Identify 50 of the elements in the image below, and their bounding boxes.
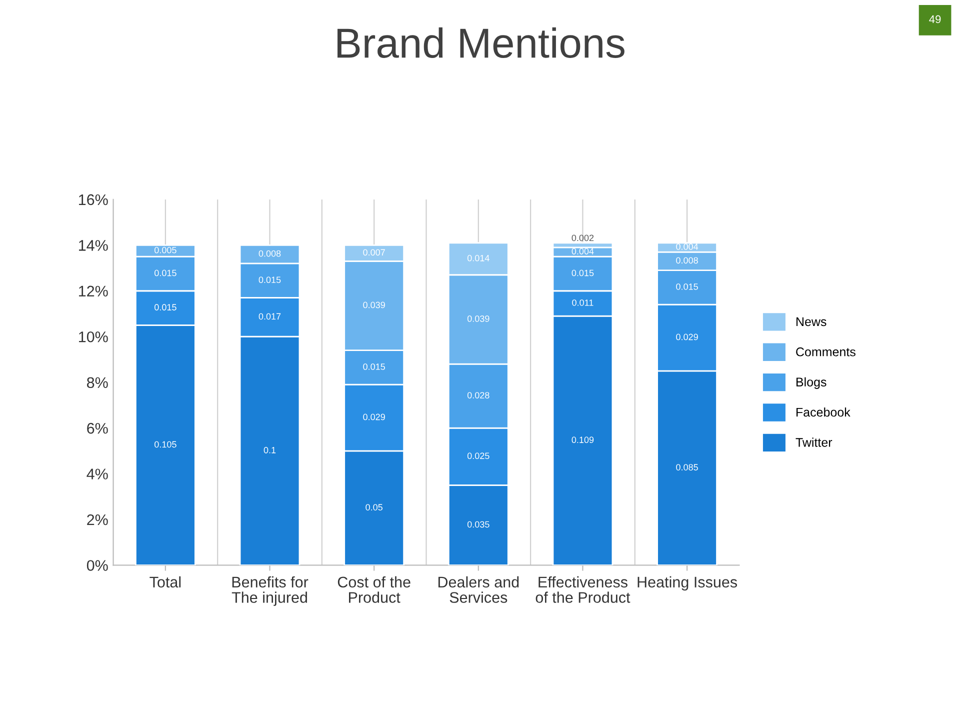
chart-title: Brand Mentions	[338, 27, 624, 58]
legend-label: Twitter	[796, 438, 832, 447]
data-label: 0.109	[572, 436, 594, 444]
data-label: 0.029	[363, 414, 385, 420]
text: 49	[929, 15, 941, 24]
y-tick-label: 2%	[87, 514, 108, 526]
data-label: 0.004	[572, 248, 594, 254]
y-tick-label: 12%	[79, 286, 108, 297]
data-label: 0.1	[264, 446, 276, 454]
data-label: 0.015	[154, 270, 176, 276]
data-label: 0.025	[467, 452, 490, 460]
y-tick-label: 8%	[87, 377, 108, 388]
data-label: 0.015	[572, 270, 594, 276]
data-label: 0.008	[258, 250, 281, 257]
data-label: 0.029	[676, 334, 698, 340]
data-label: 0.015	[154, 304, 176, 310]
data-label: 0.105	[154, 441, 176, 448]
legend-label: Blogs	[796, 377, 826, 389]
data-label: 0.007	[363, 249, 385, 256]
data-label: 0.015	[258, 276, 281, 284]
legend-label: News	[796, 317, 826, 326]
x-tick-label: Dealers and Services	[438, 576, 519, 603]
data-label: 0.039	[467, 315, 490, 322]
data-label: 0.008	[676, 257, 698, 264]
x-tick-label: Heating Issues	[638, 576, 738, 591]
data-label: 0.015	[676, 283, 698, 290]
y-tick-label: 16%	[79, 194, 108, 206]
data-label: 0.085	[676, 464, 698, 470]
y-tick-label: 4%	[86, 468, 108, 480]
data-label: 0.017	[258, 313, 281, 320]
x-tick-label: Benefits for The injured	[232, 576, 308, 606]
y-tick-label: 0%	[86, 560, 108, 571]
data-label: 0.005	[154, 246, 176, 254]
data-label: 0.002	[572, 234, 594, 242]
legend-label: Comments	[796, 347, 856, 356]
data-label: 0.015	[363, 363, 385, 370]
x-tick-label: Cost of the Product	[338, 576, 410, 603]
data-label: 0.004	[676, 243, 698, 250]
data-label: 0.011	[572, 299, 594, 306]
data-label: 0.014	[467, 254, 490, 262]
y-tick-label: 10%	[79, 331, 108, 342]
x-tick-label: Total	[150, 576, 181, 588]
x-tick-label: Effectiveness of the Product	[536, 576, 630, 603]
y-tick-label: 6%	[87, 422, 108, 434]
y-tick-label: 14%	[79, 240, 108, 251]
data-label: 0.05	[366, 504, 382, 510]
data-label: 0.039	[363, 302, 385, 308]
legend-label: Facebook	[796, 407, 850, 417]
data-label: 0.035	[467, 521, 490, 528]
data-label: 0.028	[467, 392, 490, 398]
